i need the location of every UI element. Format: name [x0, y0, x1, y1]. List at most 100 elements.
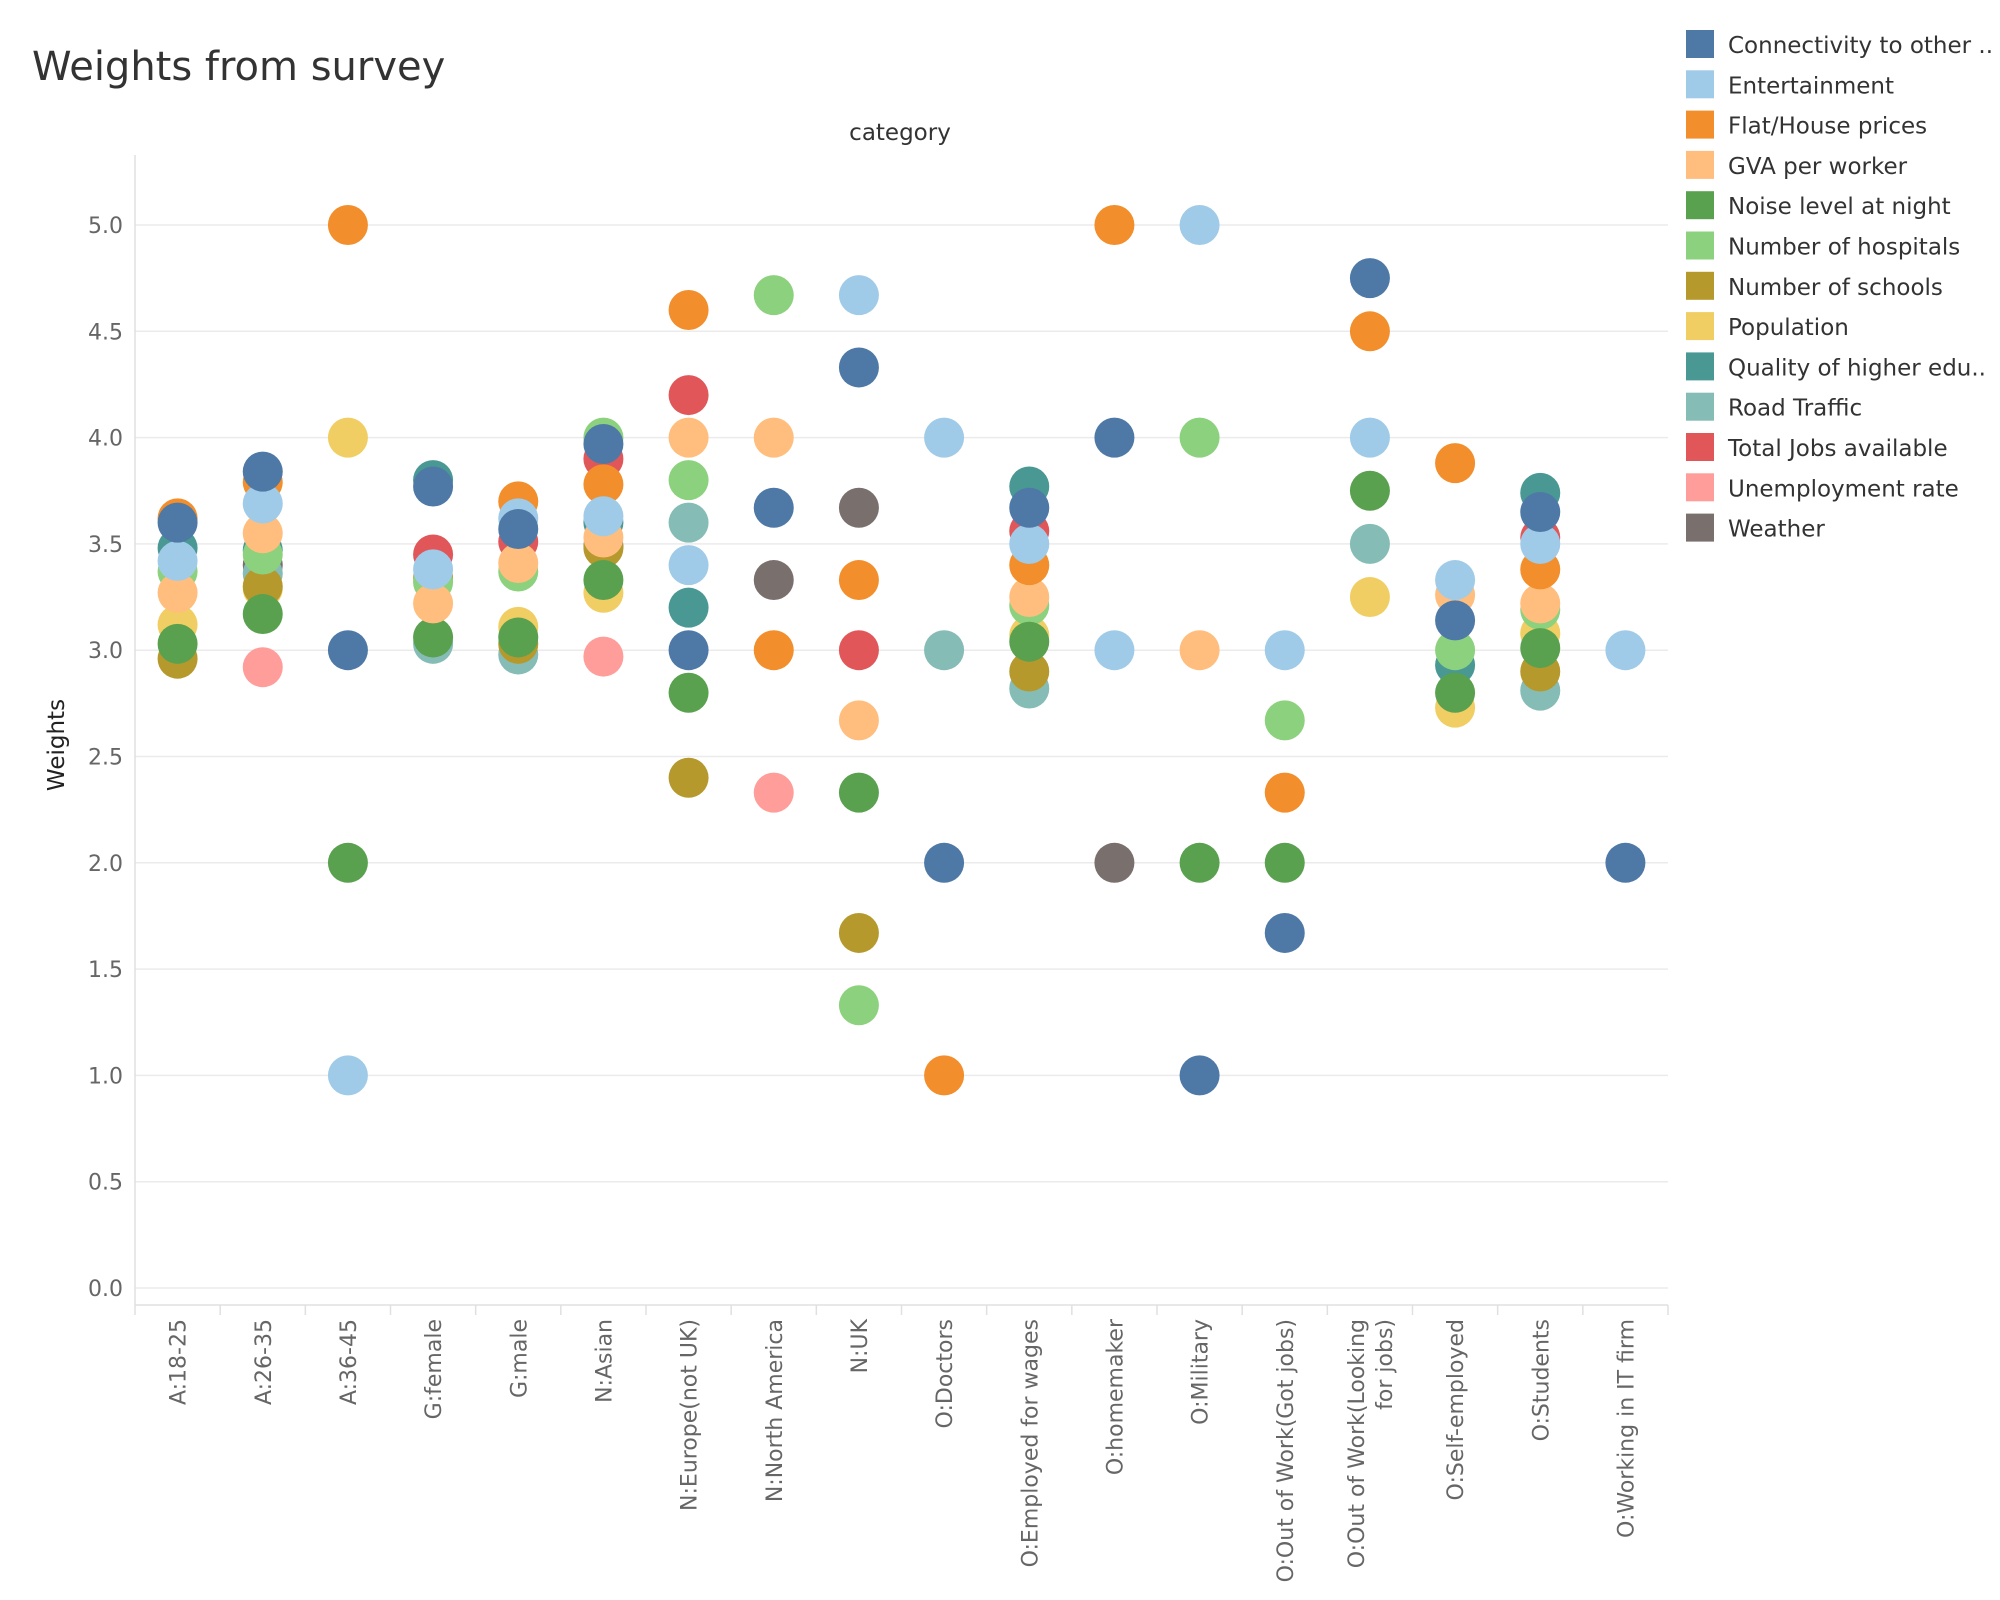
x-axis-ticks: A:18-25 A:26-35 A:36-45 G:female G:male N:Asi…: [167, 1318, 1640, 1582]
legend-item[interactable]: Weather: [1686, 513, 1825, 543]
data-point: [1520, 492, 1561, 533]
data-point: [1435, 600, 1476, 641]
x-tick-label: G:male: [507, 1319, 532, 1398]
legend-swatch: [1686, 352, 1714, 381]
legend-item[interactable]: Connectivity to other ..: [1686, 30, 1993, 59]
legend-item[interactable]: Number of schools: [1686, 271, 1943, 301]
data-point: [1009, 651, 1050, 692]
data-point: [327, 842, 368, 883]
legend-label: Total Jobs available: [1727, 436, 1948, 462]
x-tick-label: N:UK: [848, 1318, 873, 1373]
legend-label: Road Traffic: [1728, 396, 1862, 422]
data-points: [157, 205, 1646, 1096]
data-point: [668, 587, 709, 628]
column-header: category: [849, 120, 951, 146]
y-axis-ticks: 0.0 0.5 1.0 1.5 2.0 2.5 3.0 3.5 4.0 4.5 5.0: [88, 214, 123, 1302]
data-point: [668, 545, 709, 586]
legend-item[interactable]: Flat/House prices: [1686, 110, 1927, 140]
data-point: [242, 594, 283, 635]
y-tick-label: 1.0: [88, 1064, 123, 1089]
data-point: [924, 417, 965, 458]
data-point: [1179, 1055, 1220, 1096]
data-point: [1179, 842, 1220, 883]
x-tick-label-line: O:Students: [1529, 1319, 1554, 1441]
data-point: [1009, 487, 1050, 528]
x-tick-label-line: A:36-45: [337, 1319, 362, 1405]
x-tick-label: O:Doctors: [933, 1319, 958, 1428]
x-tick-label: N:North America: [763, 1319, 788, 1502]
legend-item[interactable]: Quality of higher edu..: [1686, 352, 1986, 381]
data-point: [1605, 630, 1646, 671]
legend-item[interactable]: GVA per worker: [1686, 150, 1908, 180]
legend-swatch: [1686, 433, 1714, 461]
legend-label: Quality of higher edu..: [1728, 355, 1986, 381]
data-point: [327, 205, 368, 245]
legend-label: Flat/House prices: [1728, 114, 1927, 140]
legend-swatch: [1686, 392, 1714, 421]
x-tick-label: N:Asian: [592, 1319, 617, 1403]
data-point: [1264, 630, 1305, 671]
y-tick-label: 2.0: [88, 852, 123, 877]
x-tick-label-line: N:Asian: [592, 1319, 617, 1403]
data-point: [1094, 205, 1135, 245]
data-point: [413, 549, 454, 590]
data-point: [1349, 311, 1390, 352]
legend-item[interactable]: Road Traffic: [1686, 392, 1862, 422]
data-point: [1349, 417, 1390, 458]
x-tick-label-line: O:Working in IT firm: [1614, 1319, 1639, 1538]
x-tick-label-line: O:homemaker: [1103, 1318, 1128, 1475]
legend-item[interactable]: Total Jobs available: [1686, 433, 1948, 462]
data-point: [1349, 470, 1390, 511]
data-point: [668, 290, 709, 331]
x-tick-label: O:Military: [1189, 1319, 1214, 1425]
data-point: [1179, 630, 1220, 671]
x-tick-label: O:Self-employed: [1444, 1319, 1469, 1500]
legend-item[interactable]: Noise level at night: [1686, 191, 1951, 220]
data-point: [753, 417, 794, 458]
legend-item[interactable]: Entertainment: [1686, 70, 1894, 99]
legend[interactable]: Connectivity to other .. Entertainment Fla…: [1686, 30, 1993, 543]
data-point: [753, 275, 794, 316]
x-tick-label-line: G:male: [507, 1319, 532, 1398]
legend-item[interactable]: Unemployment rate: [1686, 473, 1959, 502]
data-point: [838, 630, 879, 671]
data-point: [1349, 577, 1390, 618]
data-point: [1605, 842, 1646, 883]
data-point: [157, 572, 198, 613]
data-point: [668, 460, 709, 501]
data-point: [1009, 523, 1050, 564]
data-point: [1179, 417, 1220, 458]
legend-swatch: [1686, 70, 1714, 99]
data-point: [242, 566, 283, 607]
data-point: [242, 451, 283, 492]
legend-swatch: [1686, 513, 1714, 542]
data-point: [1435, 672, 1476, 713]
legend-item[interactable]: Population: [1686, 312, 1849, 341]
data-point: [413, 466, 454, 507]
data-point: [498, 509, 539, 550]
data-point: [327, 1055, 368, 1096]
y-tick-label: 3.0: [88, 639, 123, 664]
data-point: [1520, 583, 1561, 624]
data-point: [1435, 443, 1476, 484]
x-tick-label: A:18-25: [167, 1319, 192, 1405]
data-point: [924, 842, 965, 883]
x-tick-label: N:Europe(not UK): [678, 1319, 703, 1511]
data-point: [1349, 258, 1390, 299]
data-point: [583, 560, 624, 601]
data-point: [838, 275, 879, 316]
data-point: [327, 630, 368, 671]
data-point: [838, 912, 879, 953]
data-point: [413, 617, 454, 658]
legend-swatch: [1686, 231, 1714, 260]
x-tick-label-line: O:Military: [1189, 1319, 1214, 1425]
data-point: [838, 700, 879, 741]
data-point: [242, 513, 283, 554]
data-point: [668, 630, 709, 671]
legend-item[interactable]: Number of hospitals: [1686, 231, 1960, 261]
x-tick-label-line: O:Self-employed: [1444, 1319, 1469, 1500]
data-point: [157, 623, 198, 664]
legend-swatch: [1686, 312, 1714, 341]
y-tick-label: 2.5: [88, 746, 123, 771]
